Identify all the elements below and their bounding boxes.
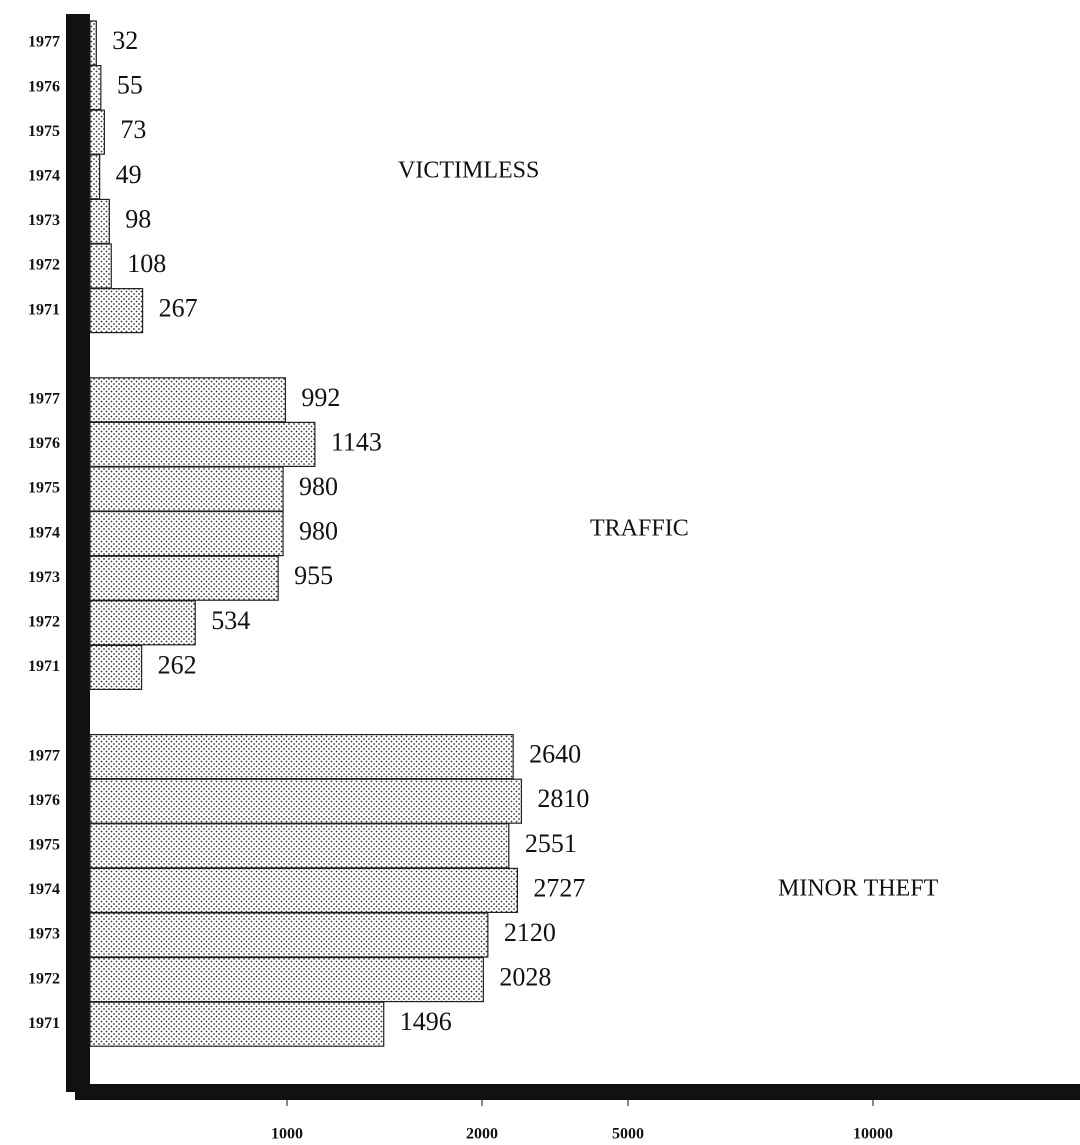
- y-tick-label: 1973: [28, 569, 60, 586]
- y-tick-label: 1973: [28, 212, 60, 229]
- bar: [89, 600, 196, 646]
- group-label: MINOR THEFT: [778, 876, 939, 902]
- value-label: 32: [112, 26, 138, 55]
- bar: [89, 644, 143, 691]
- y-tick-label: 1976: [28, 435, 60, 452]
- group-label: TRAFFIC: [590, 516, 689, 542]
- bar: [89, 243, 112, 289]
- value-label: 992: [301, 383, 340, 412]
- y-tick-label: 1975: [28, 480, 60, 497]
- bar: [89, 288, 144, 334]
- y-tick-label: 1972: [28, 970, 60, 987]
- value-label: 55: [117, 71, 143, 100]
- bar: [89, 778, 523, 824]
- x-tick-label: 5000: [612, 1126, 644, 1143]
- value-label: 1143: [331, 427, 382, 456]
- value-label: 980: [299, 517, 338, 546]
- bar: [89, 555, 279, 601]
- y-tick-label: 1974: [28, 167, 60, 184]
- bar: [89, 154, 101, 200]
- bar: [89, 466, 284, 512]
- bar: [89, 511, 284, 557]
- value-label: 2727: [533, 873, 585, 902]
- y-tick-label: 1977: [28, 34, 60, 51]
- y-tick-label: 1975: [28, 123, 60, 140]
- y-tick-label: 1972: [28, 257, 60, 274]
- value-label: 1496: [400, 1007, 452, 1036]
- bar: [89, 109, 105, 155]
- value-label: 73: [120, 115, 146, 144]
- value-label: 980: [299, 472, 338, 501]
- value-label: 2810: [537, 784, 589, 813]
- x-tick-label: 1000: [271, 1126, 303, 1143]
- bar: [89, 421, 316, 467]
- value-label: 49: [116, 160, 142, 189]
- value-label: 2640: [529, 740, 581, 769]
- bar: [89, 198, 110, 244]
- y-tick-label: 1976: [28, 792, 60, 809]
- y-tick-label: 1977: [28, 747, 60, 764]
- y-tick-label: 1973: [28, 926, 60, 943]
- y-tick-label: 1971: [28, 658, 60, 675]
- y-tick-label: 1977: [28, 390, 60, 407]
- bar: [89, 20, 97, 66]
- bar: [89, 733, 514, 780]
- value-label: 262: [158, 650, 197, 679]
- y-tick-label: 1971: [28, 1015, 60, 1032]
- value-label: 955: [294, 561, 333, 590]
- value-label: 534: [211, 606, 250, 635]
- y-tick-label: 1974: [28, 524, 60, 541]
- x-axis: [75, 1084, 1080, 1100]
- value-label: 267: [159, 294, 198, 323]
- y-tick-label: 1972: [28, 613, 60, 630]
- value-label: 108: [127, 249, 166, 278]
- y-tick-label: 1976: [28, 78, 60, 95]
- y-tick-label: 1971: [28, 301, 60, 318]
- y-tick-label: 1974: [28, 881, 60, 898]
- value-label: 98: [125, 204, 151, 233]
- value-label: 2551: [525, 829, 577, 858]
- group-label: VICTIMLESS: [398, 158, 539, 184]
- bar: [89, 377, 287, 423]
- x-tick-label: 2000: [466, 1126, 498, 1143]
- bar: [89, 823, 510, 869]
- value-label: 2120: [504, 918, 556, 947]
- bar: [89, 867, 518, 914]
- x-tick-label: 10000: [853, 1126, 893, 1143]
- y-axis: [66, 14, 90, 1092]
- y-tick-label: 1975: [28, 836, 60, 853]
- bar: [89, 1001, 385, 1047]
- value-label: 2028: [499, 963, 551, 992]
- bar: [89, 64, 102, 111]
- bar: [89, 956, 484, 1003]
- bar: [89, 912, 489, 958]
